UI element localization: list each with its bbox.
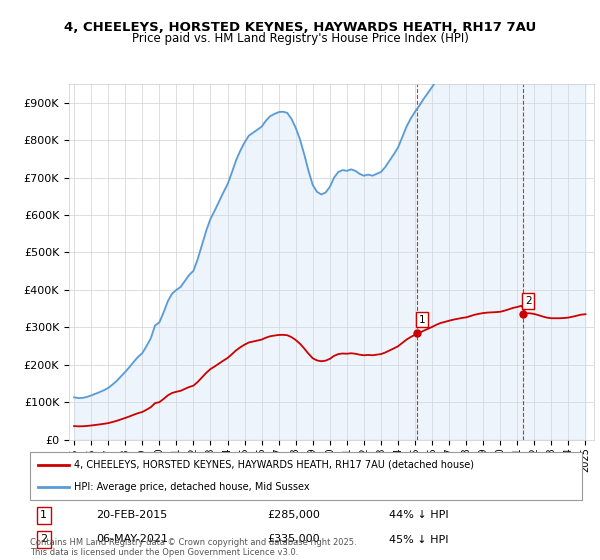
Text: HPI: Average price, detached house, Mid Sussex: HPI: Average price, detached house, Mid …	[74, 482, 310, 492]
Text: 1: 1	[419, 315, 425, 325]
Text: 4, CHEELEYS, HORSTED KEYNES, HAYWARDS HEATH, RH17 7AU (detached house): 4, CHEELEYS, HORSTED KEYNES, HAYWARDS HE…	[74, 460, 474, 470]
Text: 2: 2	[525, 296, 532, 306]
Text: Contains HM Land Registry data © Crown copyright and database right 2025.
This d: Contains HM Land Registry data © Crown c…	[30, 538, 356, 557]
FancyBboxPatch shape	[30, 452, 582, 500]
Text: 06-MAY-2021: 06-MAY-2021	[96, 534, 168, 544]
Text: 1: 1	[40, 510, 47, 520]
Text: Price paid vs. HM Land Registry's House Price Index (HPI): Price paid vs. HM Land Registry's House …	[131, 32, 469, 45]
Text: 2: 2	[40, 534, 47, 544]
Text: 20-FEB-2015: 20-FEB-2015	[96, 510, 167, 520]
Text: £335,000: £335,000	[268, 534, 320, 544]
Text: 44% ↓ HPI: 44% ↓ HPI	[389, 510, 448, 520]
Text: £285,000: £285,000	[268, 510, 320, 520]
Text: 45% ↓ HPI: 45% ↓ HPI	[389, 534, 448, 544]
Text: 4, CHEELEYS, HORSTED KEYNES, HAYWARDS HEATH, RH17 7AU: 4, CHEELEYS, HORSTED KEYNES, HAYWARDS HE…	[64, 21, 536, 34]
